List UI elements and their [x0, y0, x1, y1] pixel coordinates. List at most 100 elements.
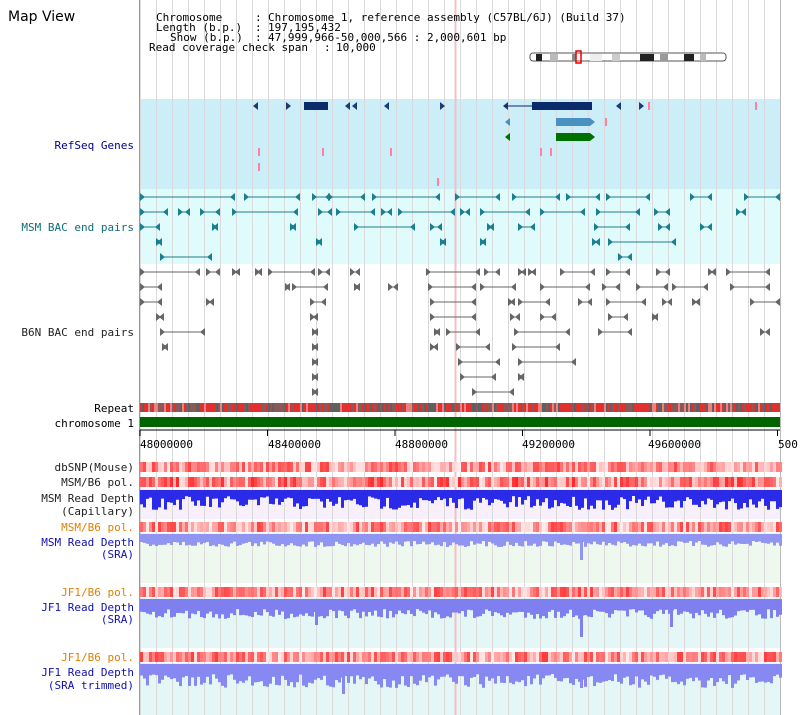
repeat-segment — [760, 403, 762, 412]
msm-capillary-depth-bar — [407, 490, 410, 505]
track-label-msm-depth-sra[interactable]: MSM Read Depth — [41, 536, 134, 549]
msm-bac-end — [140, 208, 145, 216]
track-label-jf1-depth-trim-sub: (SRA trimmed) — [47, 679, 134, 692]
jf1-b6-pol-heat-cell — [254, 652, 257, 662]
dbsnp-heat-cell — [770, 462, 773, 472]
track-label-msm-b6-pol-1[interactable]: MSM/B6 pol. — [61, 476, 134, 489]
dbsnp-heat-cell — [647, 462, 650, 472]
jf1-b6-pol-heat-cell — [671, 652, 674, 662]
jf1-b6-pol-heat-cell — [401, 587, 404, 597]
msm-sra-depth-bar — [467, 534, 470, 547]
repeat-segment — [550, 403, 552, 412]
repeat-segment — [608, 403, 610, 412]
repeat-segment — [684, 403, 686, 412]
repeat-segment — [572, 403, 574, 412]
b6n-bac-end — [355, 283, 360, 291]
msm-b6-pol-heat-cell — [278, 522, 281, 532]
jf1-sra-depth-bar — [344, 599, 347, 616]
track-label-jf1-b6-pol-2[interactable]: JF1/B6 pol. — [61, 651, 134, 664]
msm-sra-depth-bar — [779, 534, 782, 546]
msm-capillary-depth-bar — [296, 490, 299, 504]
jf1-b6-pol-heat-cell — [758, 652, 761, 662]
msm-capillary-depth-bar — [761, 490, 764, 499]
repeat-segment — [220, 403, 222, 412]
jf1-b6-pol-heat-cell — [455, 652, 458, 662]
b6n-bac-end — [656, 268, 661, 276]
repeat-segment — [634, 403, 636, 412]
track-label-jf1-b6-pol-1[interactable]: JF1/B6 pol. — [61, 586, 134, 599]
track-label-refseq[interactable]: RefSeq Genes — [54, 139, 134, 152]
msm-b6-pol-heat-cell — [647, 477, 650, 487]
jf1-sra-depth-bar — [227, 599, 230, 618]
track-label-jf1-depth-trim[interactable]: JF1 Read Depth — [41, 666, 134, 679]
track-label-msm-b6-pol-2[interactable]: MSM/B6 pol. — [61, 521, 134, 534]
jf1-sra-depth-bar — [389, 599, 392, 611]
jf1-b6-pol-heat-cell — [383, 587, 386, 597]
msm-capillary-depth-bar — [575, 490, 578, 506]
msm-sra-depth-bar — [272, 534, 275, 544]
jf1-b6-pol-heat-cell — [410, 587, 413, 597]
dbsnp-heat-cell — [596, 462, 599, 472]
jf1-trim-depth-bar — [608, 664, 611, 681]
msm-b6-pol-heat-cell — [176, 522, 179, 532]
jf1-trim-depth-bar — [596, 664, 599, 683]
repeat-segment — [678, 403, 680, 412]
msm-sra-depth-bar — [437, 534, 440, 545]
msm-b6-pol-heat-cell — [449, 522, 452, 532]
msm-sra-depth-bar — [413, 534, 416, 542]
jf1-trim-depth-bar — [494, 664, 497, 684]
msm-sra-depth-bar — [206, 534, 209, 543]
jf1-b6-pol-heat-cell — [509, 652, 512, 662]
repeat-segment — [146, 403, 148, 412]
b6n-bac-end — [540, 313, 545, 321]
jf1-sra-depth-bar — [197, 599, 200, 611]
dbsnp-heat-cell — [698, 462, 701, 472]
msm-sra-depth-bar — [683, 534, 686, 543]
msm-sra-depth-bar — [302, 534, 305, 545]
jf1-b6-pol-heat-cell — [224, 652, 227, 662]
track-label-repeat[interactable]: Repeat — [94, 402, 134, 415]
dbsnp-heat-cell — [356, 462, 359, 472]
msm-capillary-depth-bar — [443, 490, 446, 499]
jf1-b6-pol-heat-cell — [452, 587, 455, 597]
dbsnp-heat-cell — [368, 462, 371, 472]
track-label-msm-depth-cap[interactable]: MSM Read Depth — [41, 492, 134, 505]
msm-capillary-depth-bar — [596, 490, 599, 501]
dbsnp-heat-cell — [143, 462, 146, 472]
jf1-trim-depth-bar — [299, 664, 302, 675]
msm-b6-pol-heat-cell — [563, 477, 566, 487]
repeat-segment — [478, 403, 480, 412]
jf1-b6-pol-heat-cell — [590, 587, 593, 597]
msm-sra-depth-bar — [440, 534, 443, 547]
msm-b6-pol-heat-cell — [350, 522, 353, 532]
track-label-msm-bac[interactable]: MSM BAC end pairs — [21, 221, 134, 234]
jf1-b6-pol-heat-cell — [305, 652, 308, 662]
jf1-b6-pol-heat-cell — [572, 652, 575, 662]
msm-b6-pol-heat-cell — [299, 477, 302, 487]
b6n-bac-end — [560, 268, 565, 276]
track-label-chromosome[interactable]: chromosome 1 — [54, 417, 134, 430]
msm-b6-pol-heat-cell — [695, 477, 698, 487]
repeat-segment — [260, 403, 262, 412]
msm-b6-pol-heat-cell — [548, 477, 551, 487]
msm-capillary-depth-bar — [578, 490, 581, 510]
track-label-jf1-depth-sra[interactable]: JF1 Read Depth — [41, 601, 134, 614]
refseq-feature-tick — [755, 102, 757, 110]
repeat-segment — [266, 403, 268, 412]
jf1-b6-pol-heat-cell — [149, 587, 152, 597]
jf1-b6-pol-heat-cell — [677, 652, 680, 662]
jf1-b6-pol-heat-cell — [191, 652, 194, 662]
track-label-b6n-bac[interactable]: B6N BAC end pairs — [21, 326, 134, 339]
msm-sra-depth-bar — [755, 534, 758, 543]
msm-capillary-depth-bar — [527, 490, 530, 497]
jf1-trim-depth-bar — [518, 664, 521, 683]
msm-b6-pol-heat-cell — [470, 477, 473, 487]
track-label-dbsnp[interactable]: dbSNP(Mouse) — [54, 461, 134, 474]
msm-b6-pol-heat-cell — [176, 477, 179, 487]
repeat-segment — [250, 403, 252, 412]
msm-b6-pol-heat-cell — [443, 522, 446, 532]
msm-b6-pol-heat-cell — [497, 477, 500, 487]
repeat-segment — [586, 403, 588, 412]
jf1-b6-pol-heat-cell — [344, 587, 347, 597]
